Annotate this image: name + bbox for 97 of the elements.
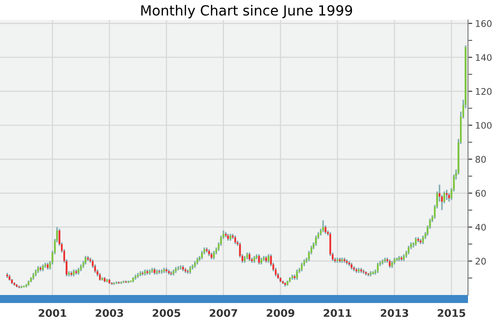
y-tick-label: 20 [476, 258, 486, 265]
candlestick [11, 278, 13, 285]
candlestick [394, 256, 396, 266]
candlestick [284, 282, 286, 288]
candlestick [256, 254, 258, 260]
candlestick [156, 268, 158, 276]
candlestick [286, 280, 288, 286]
candlestick [87, 255, 89, 262]
candlestick [402, 254, 405, 262]
candlestick [270, 254, 272, 267]
x-tick-label: 2007 [210, 309, 238, 317]
y-tick-label: 100 [476, 122, 492, 129]
candlestick [334, 256, 336, 264]
candlestick [134, 274, 136, 280]
candlestick [194, 260, 196, 269]
candlestick [40, 265, 42, 272]
y-tick-label: 160 [476, 20, 492, 27]
candlestick [258, 254, 260, 266]
candlestick [230, 233, 232, 242]
candlestick [398, 255, 400, 262]
y-tick-label: 60 [476, 190, 486, 197]
y-tick-label: 120 [476, 88, 492, 95]
candlestick [213, 250, 215, 260]
chart-title: Monthly Chart since June 1999 [141, 4, 352, 18]
candlestick [296, 268, 298, 280]
candlestick [341, 256, 343, 264]
candlestick [265, 255, 267, 264]
x-tick-label: 2003 [96, 309, 124, 317]
candlestick [170, 270, 172, 276]
candlestick [324, 224, 326, 235]
candlestick [448, 192, 450, 202]
candlestick [391, 260, 393, 269]
candlestick [344, 256, 346, 264]
y-tick-label: 40 [475, 224, 486, 231]
candlestick [30, 276, 32, 283]
candlestick [400, 255, 402, 262]
candlestick [8, 274, 10, 282]
candlestick [227, 233, 229, 242]
x-tick-label: 2009 [266, 309, 294, 317]
candlestick [422, 234, 424, 245]
candlestick [268, 254, 270, 264]
candlestick [144, 268, 146, 276]
candlestick [384, 256, 386, 264]
y-tick-label: 140 [476, 54, 492, 61]
candlestick [137, 272, 139, 279]
y-tick-label: 80 [476, 156, 486, 163]
candlestick [94, 264, 96, 274]
candlestick [294, 274, 296, 280]
candlestick [365, 270, 367, 276]
candlestick [70, 270, 72, 278]
candlestick [336, 256, 338, 264]
candlestick [350, 262, 352, 270]
candlestick [172, 268, 174, 276]
candlestick [28, 280, 30, 286]
candlestick [322, 220, 324, 233]
candlestick [182, 264, 184, 272]
candlestick [201, 250, 203, 260]
candlestick [446, 189, 448, 201]
candlestick [382, 258, 384, 266]
x-tick-label: 2001 [38, 309, 66, 317]
candlestick [168, 268, 170, 276]
candlestick [166, 267, 168, 274]
candlestick [280, 276, 282, 283]
candlestick [308, 250, 310, 262]
candlestick [353, 265, 355, 272]
candlestick [96, 268, 98, 278]
candlestick [251, 256, 253, 264]
candlestick [192, 264, 194, 270]
candlestick [420, 238, 422, 245]
candlestick [315, 234, 317, 246]
candlestick [78, 267, 80, 276]
x-tick-label: 2013 [380, 309, 408, 317]
candlestick [208, 248, 210, 257]
candlestick [142, 270, 144, 276]
candlestick [104, 276, 106, 283]
candlestick [84, 255, 86, 266]
candlestick [239, 242, 241, 258]
candlestick [248, 252, 250, 262]
candlestick [132, 276, 134, 283]
candlestick [362, 268, 364, 274]
candlestick [37, 265, 39, 274]
candlestick [184, 267, 186, 274]
candlestick [108, 278, 110, 285]
candlestick [180, 264, 182, 270]
candlestick [210, 252, 212, 260]
candlestick [198, 255, 200, 262]
x-tick-label: 2011 [324, 309, 352, 317]
x-tick-label: 2015 [438, 309, 466, 317]
candlestick [151, 267, 153, 274]
candlestick [42, 264, 44, 272]
candlestick [370, 270, 372, 278]
candlestick [163, 267, 165, 274]
candlestick [277, 272, 279, 280]
candlestick [154, 267, 156, 276]
candlestick [80, 264, 82, 272]
x-tick-label: 2005 [152, 309, 180, 317]
candlestick [356, 267, 358, 274]
